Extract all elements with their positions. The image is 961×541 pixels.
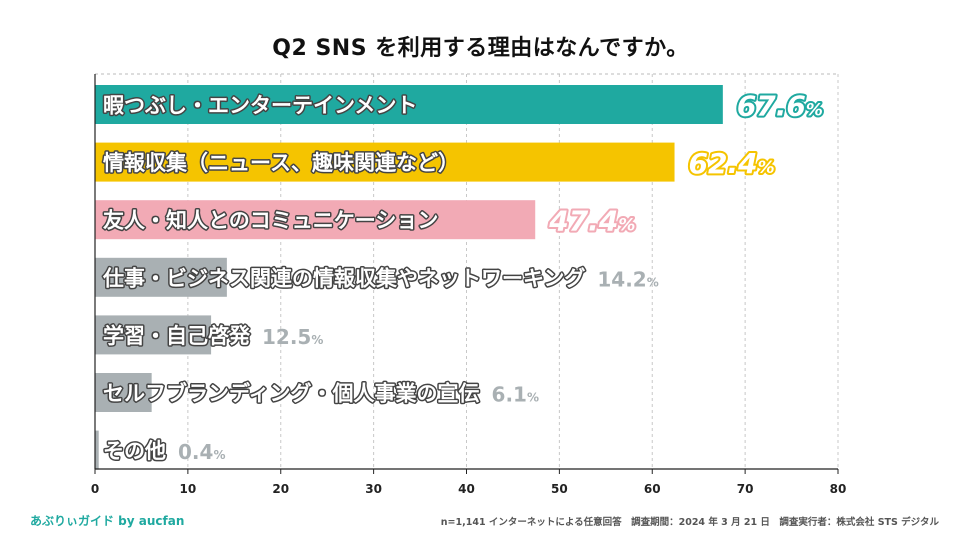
x-tick-label-10: 10 (180, 482, 197, 496)
category-label-3: 仕事・ビジネス関連の情報収集やネットワーキング (102, 266, 585, 290)
x-tick-label-50: 50 (551, 482, 568, 496)
category-label-0: 暇つぶし・エンターテインメント (103, 94, 417, 118)
chart-title: Q2 SNS を利用する理由はなんですか。 (272, 36, 689, 61)
x-tick-label-30: 30 (365, 482, 382, 496)
brand-label: あぶりぃガイド by aucfan (30, 514, 185, 528)
footnote: n=1,141 インターネットによる任意回答 調査期間：2024 年 3 月 2… (440, 517, 939, 528)
x-tick-label-70: 70 (737, 482, 754, 496)
value-label-4: 12.5% (262, 325, 323, 349)
bar-3 (95, 257, 227, 297)
bar-0 (95, 85, 723, 124)
x-tick-label-80: 80 (830, 482, 847, 496)
x-tick-label-40: 40 (458, 482, 475, 496)
bar-5 (95, 373, 152, 412)
x-tick-label-20: 20 (272, 482, 289, 496)
category-label-5: セルフブランディング・個人事業の宣伝 (103, 382, 480, 406)
bar-1 (95, 142, 675, 182)
category-label-2: 友人・知人とのコミュニケーション (103, 209, 438, 233)
category-label-4: 学習・自己啓発 (103, 324, 251, 348)
value-label-1: 62.4% (689, 147, 775, 180)
x-tick-label-60: 60 (644, 482, 661, 496)
bar-6 (95, 430, 99, 470)
category-label-1: 情報収集（ニュース、趣味関連など） (103, 151, 459, 175)
value-label-0: 67.6% (737, 90, 823, 123)
value-label-5: 6.1% (492, 383, 539, 407)
bar-4 (95, 315, 212, 355)
x-tick-label-0: 0 (91, 482, 99, 496)
bar-2 (95, 200, 536, 240)
value-label-3: 14.2% (597, 267, 658, 291)
value-label-6: 0.4% (178, 440, 225, 464)
category-label-6: その他 (103, 439, 166, 463)
value-label-2: 47.4% (548, 205, 635, 238)
